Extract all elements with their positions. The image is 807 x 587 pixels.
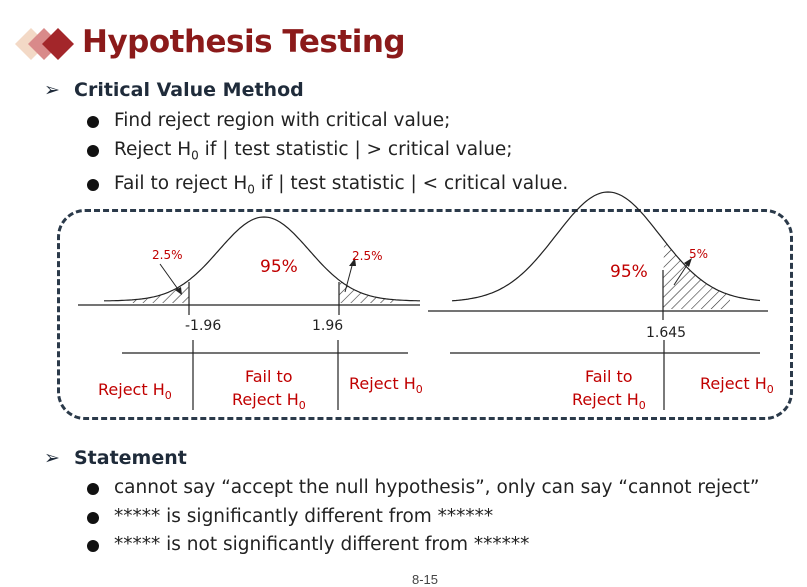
- left-tail-arrow: [159, 263, 181, 293]
- list-item: ***** is not significantly different fro…: [84, 531, 760, 560]
- left-tail-label: 2.5%: [152, 248, 183, 262]
- left-tail-arrowhead-icon: [175, 287, 182, 295]
- list-item: Find reject region with critical value;: [84, 107, 568, 136]
- two-tailed-curve: [104, 216, 420, 302]
- right-tail-arrowhead-icon: [349, 258, 356, 266]
- one-tailed-fail-to-label: Fail to: [585, 367, 633, 386]
- diamond-logo-icon: [15, 28, 74, 60]
- right-tail-region: [339, 280, 398, 303]
- right-critical-value: 1.96: [312, 318, 343, 334]
- upper-tail-region: [663, 240, 730, 309]
- list-item: ***** is significantly different from **…: [84, 503, 760, 532]
- upper-tail-arrowhead-icon: [684, 258, 692, 267]
- arrow-bullet-icon: ➢: [44, 79, 60, 101]
- upper-tail-label: 5%: [689, 247, 708, 261]
- statement-list: cannot say “accept the null hypothesis”,…: [84, 474, 760, 560]
- right-tail-arrow: [344, 261, 354, 293]
- critical-value-list: Find reject region with critical value; …: [84, 107, 568, 204]
- left-reject-label: Reject H0: [98, 380, 172, 402]
- list-item: Fail to reject H0 if | test statistic | …: [84, 170, 568, 204]
- arrow-bullet-icon: ➢: [44, 447, 60, 469]
- right-tail-label: 2.5%: [352, 249, 383, 263]
- one-tailed-critical-value: 1.645: [646, 325, 686, 341]
- right-reject-label: Reject H0: [349, 374, 423, 396]
- section-heading-critical-value: ➢ Critical Value Method: [44, 79, 304, 101]
- fail-reject-label: Reject H0: [232, 390, 306, 412]
- one-tailed-curve: [451, 191, 761, 302]
- list-item: cannot say “accept the null hypothesis”,…: [84, 474, 760, 503]
- page-title: Hypothesis Testing: [82, 24, 406, 60]
- left-tail-region: [130, 280, 189, 303]
- section-heading-statement: ➢ Statement: [44, 447, 187, 469]
- page-number: 8-15: [412, 572, 439, 587]
- one-tailed-fail-reject-label: Reject H0: [572, 390, 646, 412]
- list-item: Reject H0 if | test statistic | > critic…: [84, 136, 568, 170]
- upper-tail-arrow: [673, 261, 690, 286]
- left-critical-value: -1.96: [185, 318, 221, 334]
- two-tailed-center-label: 95%: [260, 257, 298, 277]
- fail-to-label: Fail to: [245, 367, 293, 386]
- distribution-panel: [57, 209, 793, 420]
- one-tailed-reject-label: Reject H0: [700, 374, 774, 396]
- one-tailed-center-label: 95%: [610, 262, 648, 282]
